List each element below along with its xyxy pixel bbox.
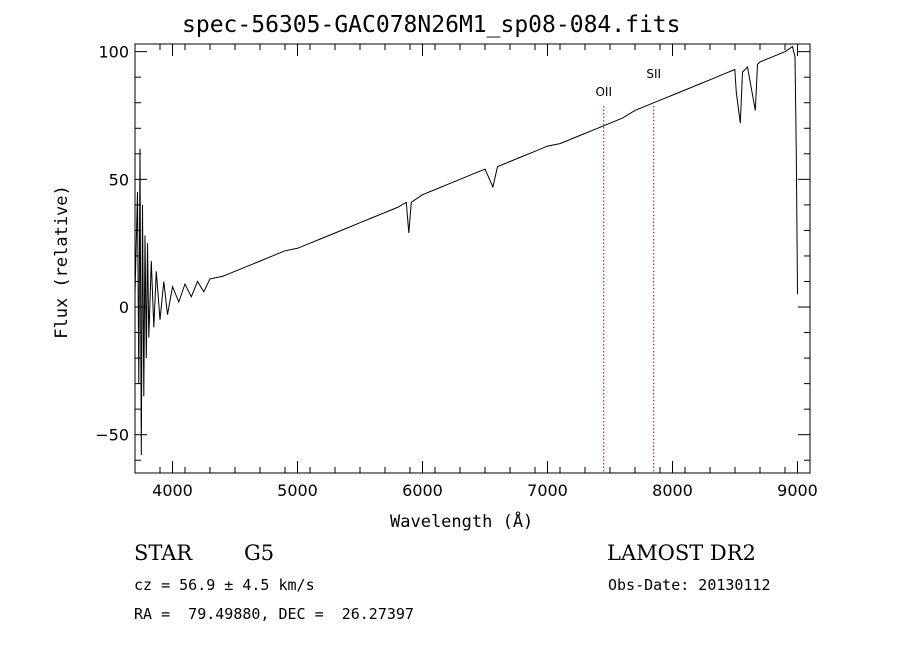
survey-label: LAMOST DR2 <box>607 541 756 565</box>
plot-frame <box>134 43 811 474</box>
y-tick-label: −50 <box>95 426 129 445</box>
y-axis-label: Flux (relative) <box>52 185 72 339</box>
x-tick-label: 4000 <box>152 481 193 500</box>
x-axis-label: Wavelength (Å) <box>390 512 534 532</box>
redshift-line: cz = 56.9 ± 4.5 km/s <box>134 576 315 594</box>
chart-title: spec-56305-GAC078N26M1_sp08-084.fits <box>182 12 681 38</box>
spectrum-line <box>134 45 798 456</box>
subclass-label: G5 <box>244 541 275 565</box>
class-label: STAR <box>134 541 193 565</box>
line-annotations: OII SII <box>595 67 661 473</box>
y-tick-label: 0 <box>119 298 129 317</box>
x-tick-label: 5000 <box>277 481 318 500</box>
x-tick-label: 7000 <box>527 481 568 500</box>
coordinate-line: RA = 79.49880, DEC = 26.27397 <box>134 605 414 623</box>
obsdate-line: Obs-Date: 20130112 <box>608 576 771 594</box>
annotation-label: OII <box>595 85 612 99</box>
axis-ticks: 4000 5000 6000 7000 8000 9000 −50 0 50 100 <box>95 43 818 500</box>
y-tick-label: 100 <box>98 43 129 62</box>
y-tick-label: 50 <box>109 170 129 189</box>
x-tick-label: 6000 <box>402 481 443 500</box>
x-tick-label: 9000 <box>777 481 818 500</box>
annotation-label: SII <box>646 67 661 81</box>
x-tick-label: 8000 <box>652 481 693 500</box>
